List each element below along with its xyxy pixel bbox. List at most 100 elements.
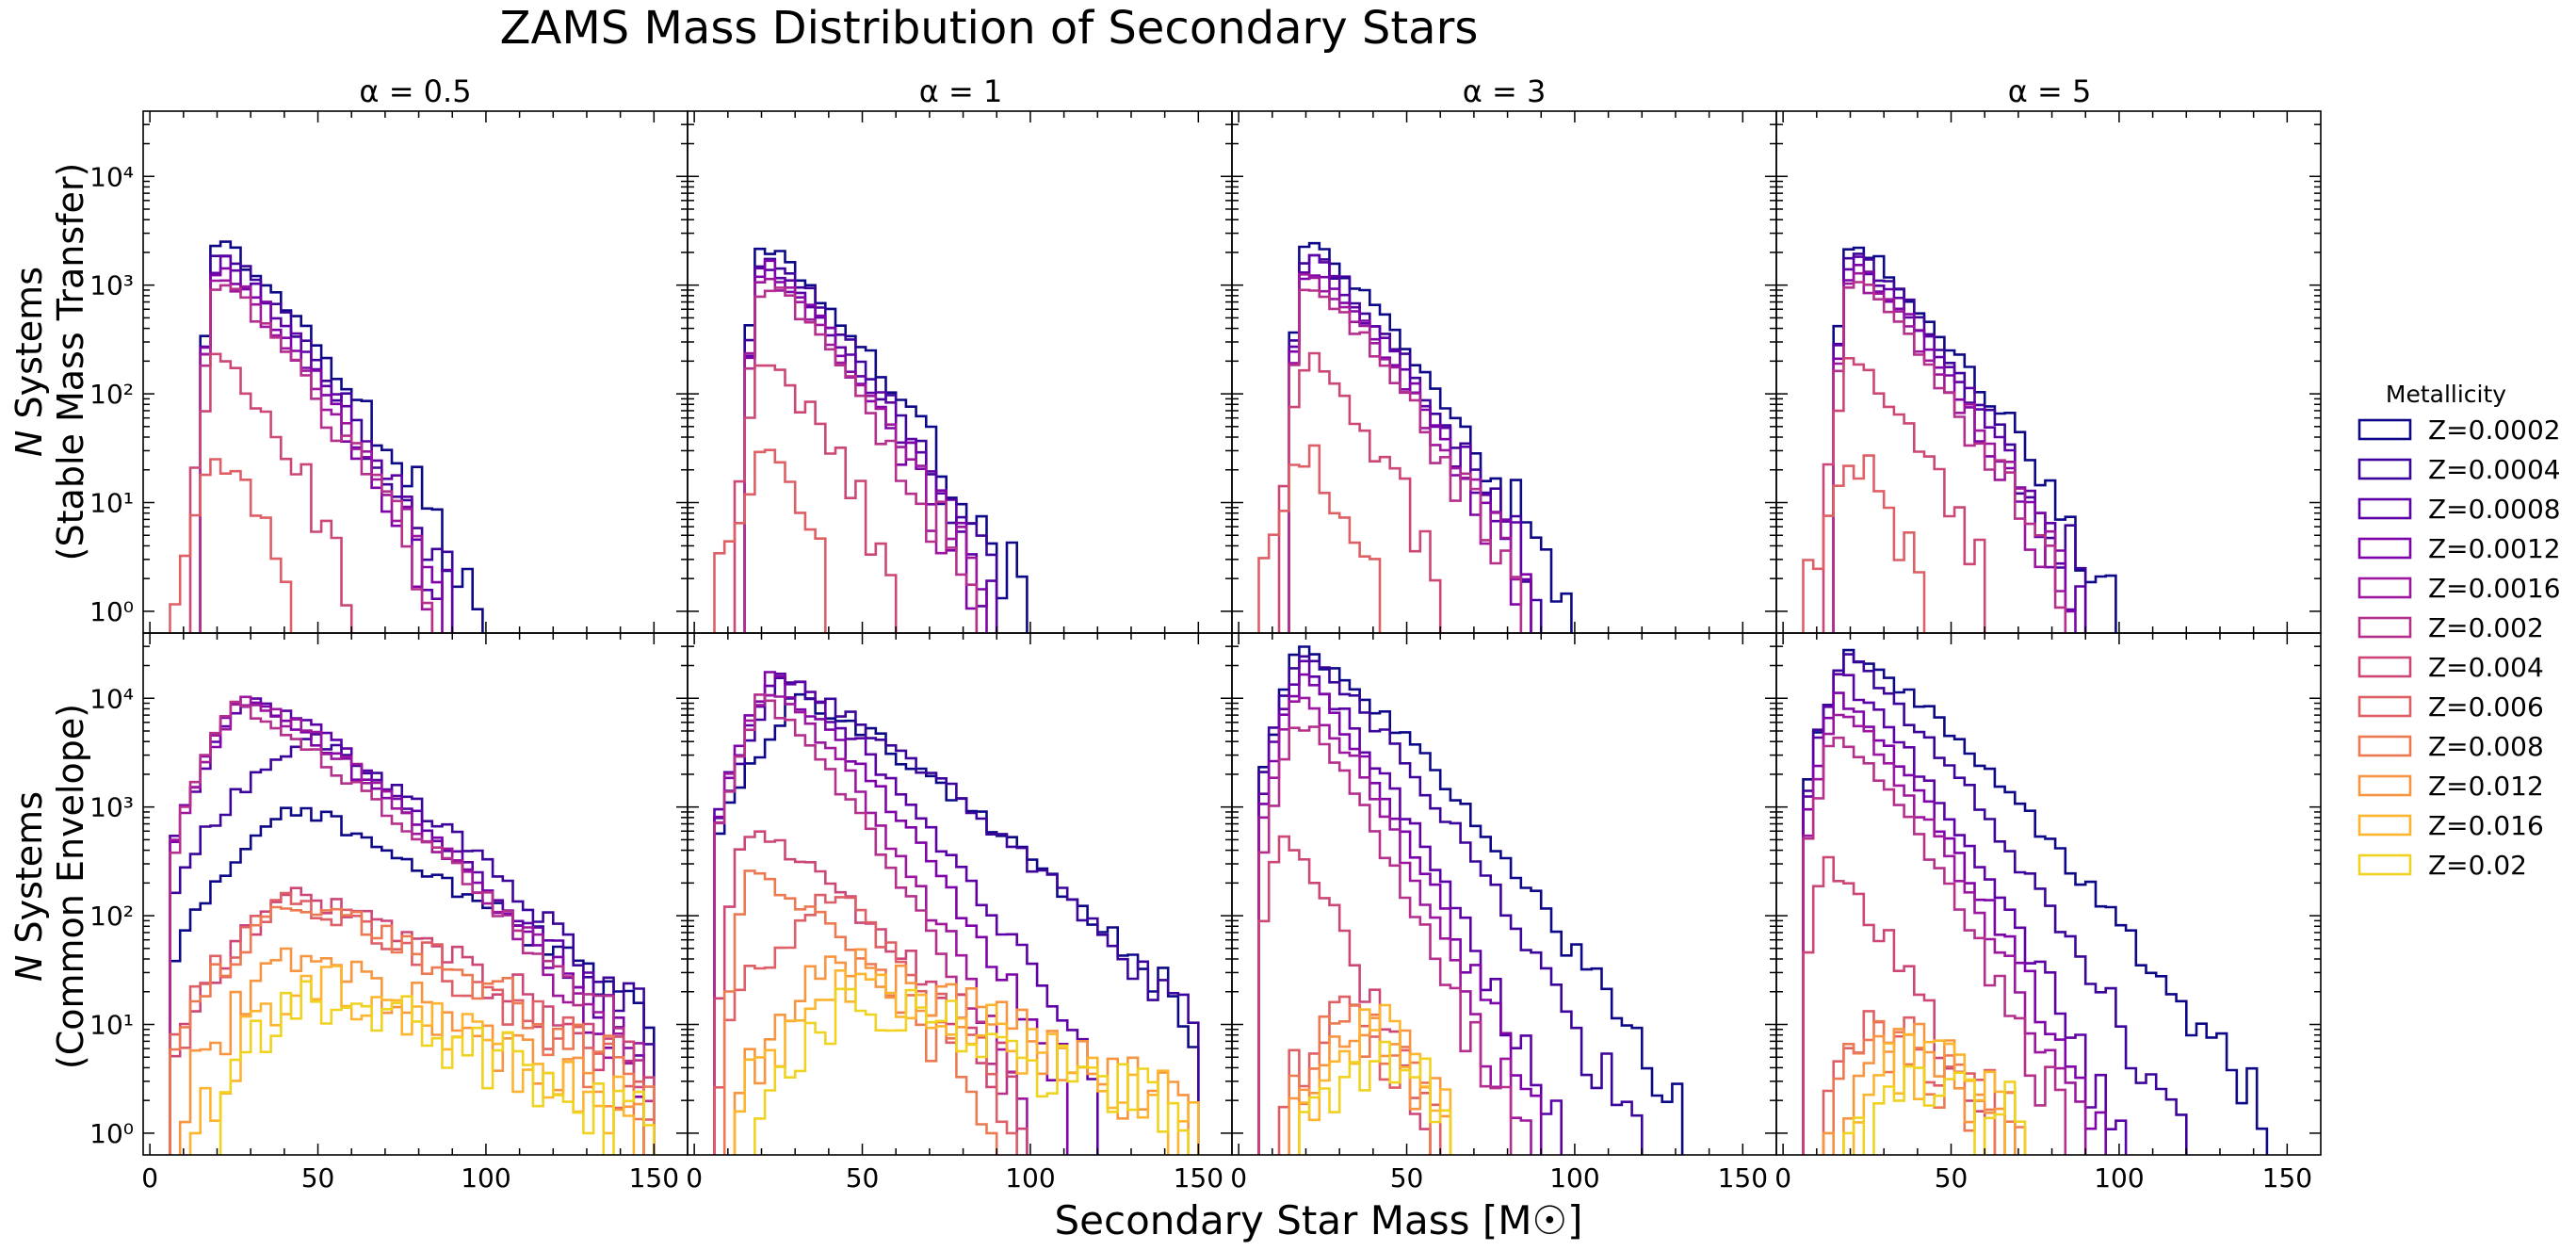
column-title-1: α = 0.5 bbox=[359, 73, 471, 109]
series-Z-0_008-r2-c1 bbox=[169, 905, 656, 1155]
series-Z-0_02-r2-c3 bbox=[1298, 1040, 1452, 1155]
legend-label: Z=0.0004 bbox=[2428, 454, 2561, 485]
histogram-series-group bbox=[1257, 241, 1573, 633]
row-label-bottom-italic: N bbox=[8, 955, 50, 982]
legend-item: Z=0.0008 bbox=[2357, 494, 2561, 525]
series-Z-0_0002-r2-c4 bbox=[1802, 648, 2269, 1155]
series-Z-0_002-r2-c1 bbox=[169, 700, 656, 1155]
series-Z-0_008-r2-c3 bbox=[1288, 1004, 1432, 1155]
series-Z-0_0016-r2-c3 bbox=[1257, 696, 1532, 1155]
x-tick-label: 150 bbox=[1174, 1162, 1223, 1194]
series-Z-0_0012-r1-c3 bbox=[1288, 274, 1532, 633]
legend-swatch bbox=[2357, 735, 2412, 757]
panel-r1-c3 bbox=[1231, 110, 1777, 634]
panel-frame bbox=[687, 110, 1233, 634]
series-Z-0_0008-r1-c1 bbox=[199, 254, 454, 633]
series-Z-0_006-r2-c4 bbox=[1822, 1010, 2017, 1155]
series-Z-0_002-r1-c1 bbox=[199, 284, 434, 633]
series-Z-0_016-r2-c3 bbox=[1298, 1003, 1452, 1155]
legend-label: Z=0.012 bbox=[2428, 771, 2544, 802]
y-tick-label: 10³ bbox=[89, 792, 134, 823]
series-Z-0_0008-r2-c2 bbox=[713, 673, 1099, 1155]
row-label-top-italic: N bbox=[8, 431, 50, 457]
x-tick-label: 50 bbox=[301, 1162, 335, 1194]
panel-r1-c2 bbox=[687, 110, 1233, 634]
panel-r1-c1: 10⁰ 10¹ 10² 10³ 10⁴ bbox=[89, 110, 689, 634]
legend-swatch bbox=[2357, 577, 2412, 599]
series-Z-0_0012-r2-c2 bbox=[713, 671, 1069, 1155]
histogram-series-group bbox=[713, 671, 1200, 1155]
series-Z-0_0008-r2-c4 bbox=[1802, 673, 2128, 1155]
x-tick-label: 0 bbox=[141, 1162, 158, 1194]
legend-label: Z=0.002 bbox=[2428, 612, 2544, 643]
x-tick-label: 50 bbox=[846, 1162, 880, 1194]
legend-item: Z=0.006 bbox=[2357, 691, 2544, 723]
series-Z-0_004-r1-c1 bbox=[188, 352, 353, 633]
series-Z-0_0012-r2-c3 bbox=[1257, 673, 1543, 1155]
y-tick-label: 10¹ bbox=[89, 1010, 134, 1041]
legend-swatch bbox=[2357, 656, 2412, 678]
series-Z-0_0004-r1-c3 bbox=[1288, 253, 1543, 633]
series-Z-0_008-r2-c2 bbox=[722, 869, 998, 1155]
series-Z-0_0004-r2-c1 bbox=[169, 733, 656, 1155]
legend-item: Z=0.012 bbox=[2357, 771, 2544, 802]
series-Z-0_004-r1-c2 bbox=[733, 364, 898, 633]
series-Z-0_0002-r2-c2 bbox=[713, 692, 1200, 1155]
x-tick-label: 50 bbox=[1935, 1162, 1968, 1194]
series-Z-0_0012-r1-c4 bbox=[1832, 264, 2077, 633]
x-tick-label: 100 bbox=[1005, 1162, 1055, 1194]
legend-label: Z=0.008 bbox=[2428, 731, 2544, 762]
legend-label: Z=0.0012 bbox=[2428, 533, 2561, 564]
legend-swatch bbox=[2357, 814, 2412, 837]
y-tick-label: 10² bbox=[89, 379, 134, 410]
series-Z-0_0008-r1-c4 bbox=[1832, 255, 2087, 633]
legend-item: Z=0.002 bbox=[2357, 612, 2544, 643]
x-tick-label: 100 bbox=[2094, 1162, 2144, 1194]
x-axis-label: Secondary Star Mass [M☉] bbox=[1054, 1197, 1582, 1243]
x-tick-label: 150 bbox=[1718, 1162, 1768, 1194]
histogram-series-group bbox=[1802, 648, 2269, 1155]
series-Z-0_0016-r2-c4 bbox=[1802, 713, 2087, 1155]
legend-swatch bbox=[2357, 497, 2412, 520]
series-Z-0_002-r1-c3 bbox=[1288, 288, 1523, 633]
series-Z-0_0002-r1-c3 bbox=[1288, 241, 1573, 633]
row-label-top-text: Systems bbox=[8, 267, 50, 431]
series-Z-0_006-r1-c4 bbox=[1802, 454, 1926, 633]
legend-swatch bbox=[2357, 458, 2412, 480]
series-Z-0_008-r2-c4 bbox=[1832, 1019, 2027, 1155]
legend-label: Z=0.0016 bbox=[2428, 573, 2561, 604]
legend-label: Z=0.006 bbox=[2428, 691, 2544, 723]
series-Z-0_016-r2-c1 bbox=[188, 965, 636, 1155]
series-Z-0_0002-r2-c3 bbox=[1257, 645, 1684, 1155]
legend-item: Z=0.02 bbox=[2357, 850, 2527, 881]
series-Z-0_002-r2-c4 bbox=[1802, 736, 2067, 1155]
y-tick-label: 10¹ bbox=[89, 488, 134, 519]
series-Z-0_0008-r1-c2 bbox=[743, 267, 998, 633]
panel-r2-c4: 0 50 100 150 bbox=[1774, 632, 2322, 1194]
panel-frame bbox=[142, 110, 689, 634]
panel-frame bbox=[1231, 632, 1777, 1156]
row-label-top-line1: N Systems bbox=[8, 267, 50, 457]
panel-frame bbox=[1775, 632, 2322, 1156]
row-label-top-line2: (Stable Mass Transfer) bbox=[50, 163, 91, 561]
series-Z-0_004-r2-c4 bbox=[1802, 855, 1986, 1155]
legend-swatch bbox=[2357, 616, 2412, 639]
panel-frame bbox=[1231, 110, 1777, 634]
y-tick-label: 10⁰ bbox=[89, 1118, 134, 1149]
legend-label: Z=0.0002 bbox=[2428, 414, 2561, 446]
legend-label: Z=0.004 bbox=[2428, 652, 2544, 683]
legend-swatch bbox=[2357, 537, 2412, 560]
series-Z-0_0016-r1-c2 bbox=[743, 277, 979, 633]
series-Z-0_004-r2-c2 bbox=[713, 830, 1029, 1155]
series-Z-0_0016-r1-c1 bbox=[199, 279, 434, 633]
series-Z-0_002-r1-c2 bbox=[743, 286, 979, 633]
y-tick-label: 10⁴ bbox=[89, 683, 134, 714]
panel-frame bbox=[1775, 110, 2322, 634]
histogram-series-group bbox=[713, 247, 1029, 633]
series-Z-0_0004-r2-c3 bbox=[1257, 655, 1644, 1155]
column-title-3: α = 3 bbox=[1463, 73, 1547, 109]
legend-swatch bbox=[2357, 418, 2412, 441]
panel-r2-c3: 0 50 100 150 bbox=[1230, 632, 1777, 1194]
series-Z-0_004-r2-c3 bbox=[1257, 835, 1432, 1155]
